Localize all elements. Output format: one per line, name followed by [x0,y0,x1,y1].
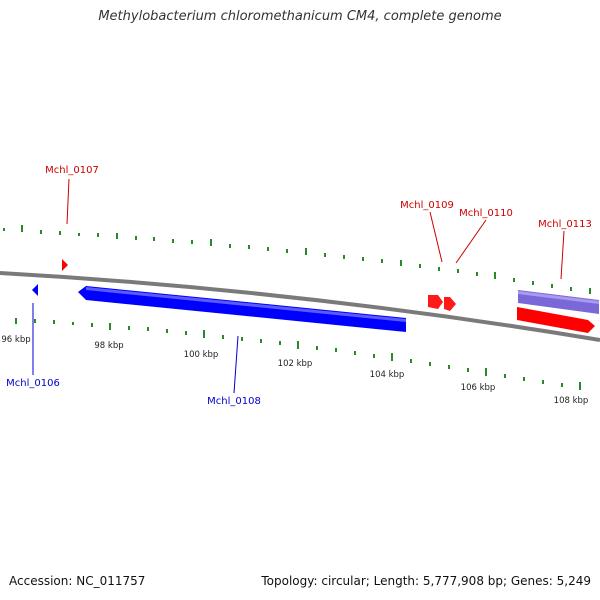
tick-label-98kbp: 98 kbp [94,341,123,351]
leader-mchl-0110 [455,219,487,264]
gc-ticks-inner [15,318,581,390]
tick-label-106kbp: 106 kbp [461,383,496,393]
genome-stats-text: Topology: circular; Length: 5,777,908 bp… [261,574,591,588]
gene-mchl-0107[interactable] [62,259,68,271]
leader-mchl-0108 [233,335,239,394]
leader-mchl-0107 [66,178,70,225]
gene-mchl-0113[interactable] [517,307,595,333]
gene-mchl-0106[interactable] [32,284,38,296]
gene-mchl-0108[interactable] [78,286,406,332]
label-mchl-0106: Mchl_0106 [6,378,60,389]
leader-mchl-0113 [560,230,565,280]
label-mchl-0109: Mchl_0109 [400,200,454,211]
tick-label-108kbp: 108 kbp [554,396,589,406]
tick-label-102kbp: 102 kbp [278,359,313,369]
label-mchl-0110: Mchl_0110 [459,208,513,219]
gene-purple-highlight [518,291,599,304]
gene-mchl-0108-highlight [86,287,406,322]
leader-mchl-0109 [429,211,443,263]
gene-mchl-0109[interactable] [428,295,443,309]
label-mchl-0113: Mchl_0113 [538,219,592,230]
gene-mchl-0110[interactable] [444,297,456,311]
gc-ticks-outer [3,225,591,294]
tick-label-100kbp: 100 kbp [184,350,219,360]
label-mchl-0107: Mchl_0107 [45,165,99,176]
map-title: Methylobacterium chloromethanicum CM4, c… [98,9,502,24]
genome-backbone [0,271,600,342]
tick-label-96kbp: 96 kbp [1,335,30,345]
tick-label-104kbp: 104 kbp [370,370,405,380]
accession-text: Accession: NC_011757 [9,574,146,588]
label-mchl-0108: Mchl_0108 [207,396,261,407]
